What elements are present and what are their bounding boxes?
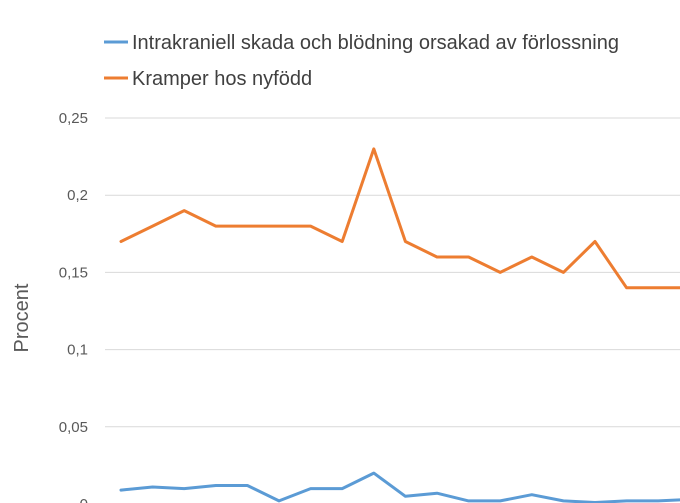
gridlines: [105, 117, 680, 428]
series-line-1: [119, 147, 680, 290]
y-tick-label: 0,05: [59, 419, 88, 436]
legend-label: Kramper hos nyfödd: [132, 68, 312, 90]
y-tick-label: 0: [80, 496, 88, 503]
y-axis-tick-labels: 0 0,05 0,1 0,15 0,2 0,25: [59, 110, 88, 503]
series-line-0: [119, 471, 680, 503]
y-tick-label: 0,25: [59, 110, 88, 127]
series-lines: [119, 147, 680, 503]
y-tick-label: 0,15: [59, 264, 88, 281]
legend-item-1: Kramper hos nyfödd: [104, 68, 312, 90]
legend-label: Intrakraniell skada och blödning orsakad…: [132, 32, 619, 54]
y-axis-title: Procent: [11, 283, 33, 352]
legend: Intrakraniell skada och blödning orsakad…: [104, 32, 619, 90]
y-tick-label: 0,2: [67, 187, 88, 204]
legend-item-0: Intrakraniell skada och blödning orsakad…: [104, 32, 619, 54]
y-tick-label: 0,1: [67, 342, 88, 359]
